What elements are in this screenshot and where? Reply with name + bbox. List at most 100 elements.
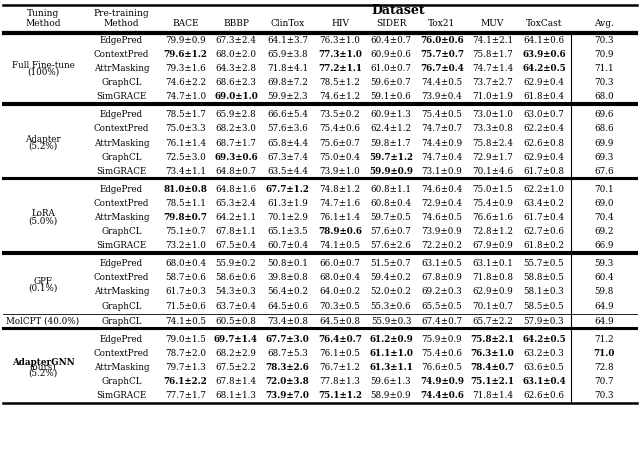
Text: 59.8: 59.8	[595, 288, 614, 297]
Text: 75.8±2.4: 75.8±2.4	[472, 139, 513, 148]
Text: 70.3: 70.3	[595, 36, 614, 45]
Text: 75.1±2.1: 75.1±2.1	[470, 377, 515, 386]
Text: 76.1±2.2: 76.1±2.2	[164, 377, 207, 386]
Text: 63.5±4.4: 63.5±4.4	[267, 167, 308, 176]
Text: AttrMasking: AttrMasking	[93, 288, 149, 297]
Text: 73.9±7.0: 73.9±7.0	[266, 392, 309, 400]
Text: 58.9±0.9: 58.9±0.9	[371, 392, 412, 400]
Text: 64.2±0.5: 64.2±0.5	[522, 335, 566, 344]
Text: 75.4±0.6: 75.4±0.6	[319, 124, 360, 133]
Text: 64.9: 64.9	[594, 317, 614, 326]
Text: Pre-training: Pre-training	[93, 9, 149, 18]
Text: ContextPred: ContextPred	[94, 199, 149, 208]
Text: 64.8±0.7: 64.8±0.7	[216, 167, 257, 176]
Text: 79.0±1.5: 79.0±1.5	[165, 335, 206, 344]
Text: 63.1±0.1: 63.1±0.1	[472, 259, 513, 268]
Text: 75.7±0.7: 75.7±0.7	[420, 50, 464, 59]
Text: EdgePred: EdgePred	[100, 185, 143, 194]
Text: 66.0±0.7: 66.0±0.7	[319, 259, 360, 268]
Text: 71.5±0.6: 71.5±0.6	[165, 302, 206, 311]
Text: 78.4±0.7: 78.4±0.7	[470, 363, 515, 372]
Text: 64.0±0.2: 64.0±0.2	[319, 288, 360, 297]
Text: 64.1±0.6: 64.1±0.6	[524, 36, 564, 45]
Text: 74.1±0.5: 74.1±0.5	[165, 317, 206, 326]
Text: 74.9±0.9: 74.9±0.9	[420, 377, 464, 386]
Text: 69.0: 69.0	[595, 199, 614, 208]
Text: 67.7±3.0: 67.7±3.0	[266, 335, 309, 344]
Text: SIDER: SIDER	[376, 18, 406, 28]
Text: 74.4±0.6: 74.4±0.6	[420, 392, 464, 400]
Text: 51.5±0.7: 51.5±0.7	[371, 259, 412, 268]
Text: 74.1±2.1: 74.1±2.1	[472, 36, 513, 45]
Text: 59.7±0.5: 59.7±0.5	[371, 213, 412, 222]
Text: 69.7±1.4: 69.7±1.4	[214, 335, 258, 344]
Text: 73.4±0.8: 73.4±0.8	[267, 317, 308, 326]
Text: 74.7±1.4: 74.7±1.4	[472, 64, 513, 73]
Text: 61.1±1.0: 61.1±1.0	[369, 349, 413, 358]
Text: 59.6±0.7: 59.6±0.7	[371, 78, 412, 87]
Text: 75.1±1.2: 75.1±1.2	[318, 392, 362, 400]
Text: 74.7±0.4: 74.7±0.4	[421, 153, 463, 162]
Text: 62.9±0.9: 62.9±0.9	[472, 288, 513, 297]
Text: 59.9±2.3: 59.9±2.3	[268, 93, 308, 102]
Text: 70.7: 70.7	[594, 377, 614, 386]
Text: (5.0%): (5.0%)	[28, 217, 58, 226]
Text: 75.4±0.9: 75.4±0.9	[472, 199, 513, 208]
Text: 55.7±0.5: 55.7±0.5	[524, 259, 564, 268]
Text: 63.4±0.2: 63.4±0.2	[524, 199, 564, 208]
Text: 65.9±2.8: 65.9±2.8	[216, 110, 257, 119]
Text: ClinTox: ClinTox	[270, 18, 305, 28]
Text: 73.4±1.1: 73.4±1.1	[165, 167, 206, 176]
Text: 72.2±0.2: 72.2±0.2	[422, 242, 463, 251]
Text: 67.8±1.1: 67.8±1.1	[216, 227, 257, 236]
Text: 71.8±1.4: 71.8±1.4	[472, 392, 513, 400]
Text: LoRA: LoRA	[31, 210, 55, 219]
Text: 68.0±0.4: 68.0±0.4	[165, 259, 206, 268]
Text: 74.7±0.7: 74.7±0.7	[421, 124, 463, 133]
Text: 63.6±0.5: 63.6±0.5	[524, 363, 564, 372]
Text: SimGRACE: SimGRACE	[96, 167, 147, 176]
Text: 74.4±0.9: 74.4±0.9	[421, 139, 463, 148]
Text: 77.8±1.3: 77.8±1.3	[319, 377, 360, 386]
Text: MolCPT (40.0%): MolCPT (40.0%)	[6, 317, 79, 326]
Text: 55.3±0.6: 55.3±0.6	[371, 302, 412, 311]
Text: 70.3±0.5: 70.3±0.5	[319, 302, 360, 311]
Text: 61.0±0.7: 61.0±0.7	[371, 64, 412, 73]
Text: 67.8±0.9: 67.8±0.9	[422, 273, 463, 282]
Text: 61.8±0.4: 61.8±0.4	[524, 93, 564, 102]
Text: 70.1±0.7: 70.1±0.7	[472, 302, 513, 311]
Text: SimGRACE: SimGRACE	[96, 242, 147, 251]
Text: 74.6±1.2: 74.6±1.2	[319, 93, 360, 102]
Text: 78.7±2.0: 78.7±2.0	[165, 349, 206, 358]
Text: 62.6±0.6: 62.6±0.6	[524, 392, 564, 400]
Text: 63.2±0.3: 63.2±0.3	[524, 349, 564, 358]
Text: 54.3±0.3: 54.3±0.3	[216, 288, 257, 297]
Text: (5.2%): (5.2%)	[28, 369, 58, 378]
Text: Method: Method	[25, 18, 61, 28]
Text: 69.2±0.3: 69.2±0.3	[422, 288, 462, 297]
Text: AttrMasking: AttrMasking	[93, 213, 149, 222]
Text: 79.3±1.6: 79.3±1.6	[165, 64, 206, 73]
Text: EdgePred: EdgePred	[100, 110, 143, 119]
Text: 76.6±1.6: 76.6±1.6	[472, 213, 513, 222]
Text: 71.8±4.1: 71.8±4.1	[267, 64, 308, 73]
Text: 55.9±0.3: 55.9±0.3	[371, 317, 412, 326]
Text: 76.7±1.2: 76.7±1.2	[319, 363, 360, 372]
Text: 75.0±3.3: 75.0±3.3	[165, 124, 206, 133]
Text: 60.8±1.1: 60.8±1.1	[371, 185, 412, 194]
Text: 76.4±0.7: 76.4±0.7	[318, 335, 362, 344]
Text: 62.2±0.4: 62.2±0.4	[524, 124, 564, 133]
Text: 75.0±0.4: 75.0±0.4	[319, 153, 360, 162]
Text: ContextPred: ContextPred	[94, 349, 149, 358]
Text: 59.4±0.2: 59.4±0.2	[371, 273, 412, 282]
Text: 70.9: 70.9	[595, 50, 614, 59]
Text: 60.8±0.4: 60.8±0.4	[371, 199, 412, 208]
Text: 68.0: 68.0	[594, 93, 614, 102]
Text: 69.6: 69.6	[595, 110, 614, 119]
Text: 70.1: 70.1	[594, 185, 614, 194]
Text: 64.8±1.6: 64.8±1.6	[216, 185, 257, 194]
Text: 69.9: 69.9	[595, 139, 614, 148]
Text: BBBP: BBBP	[223, 18, 249, 28]
Text: EdgePred: EdgePred	[100, 259, 143, 268]
Text: 64.3±2.8: 64.3±2.8	[216, 64, 257, 73]
